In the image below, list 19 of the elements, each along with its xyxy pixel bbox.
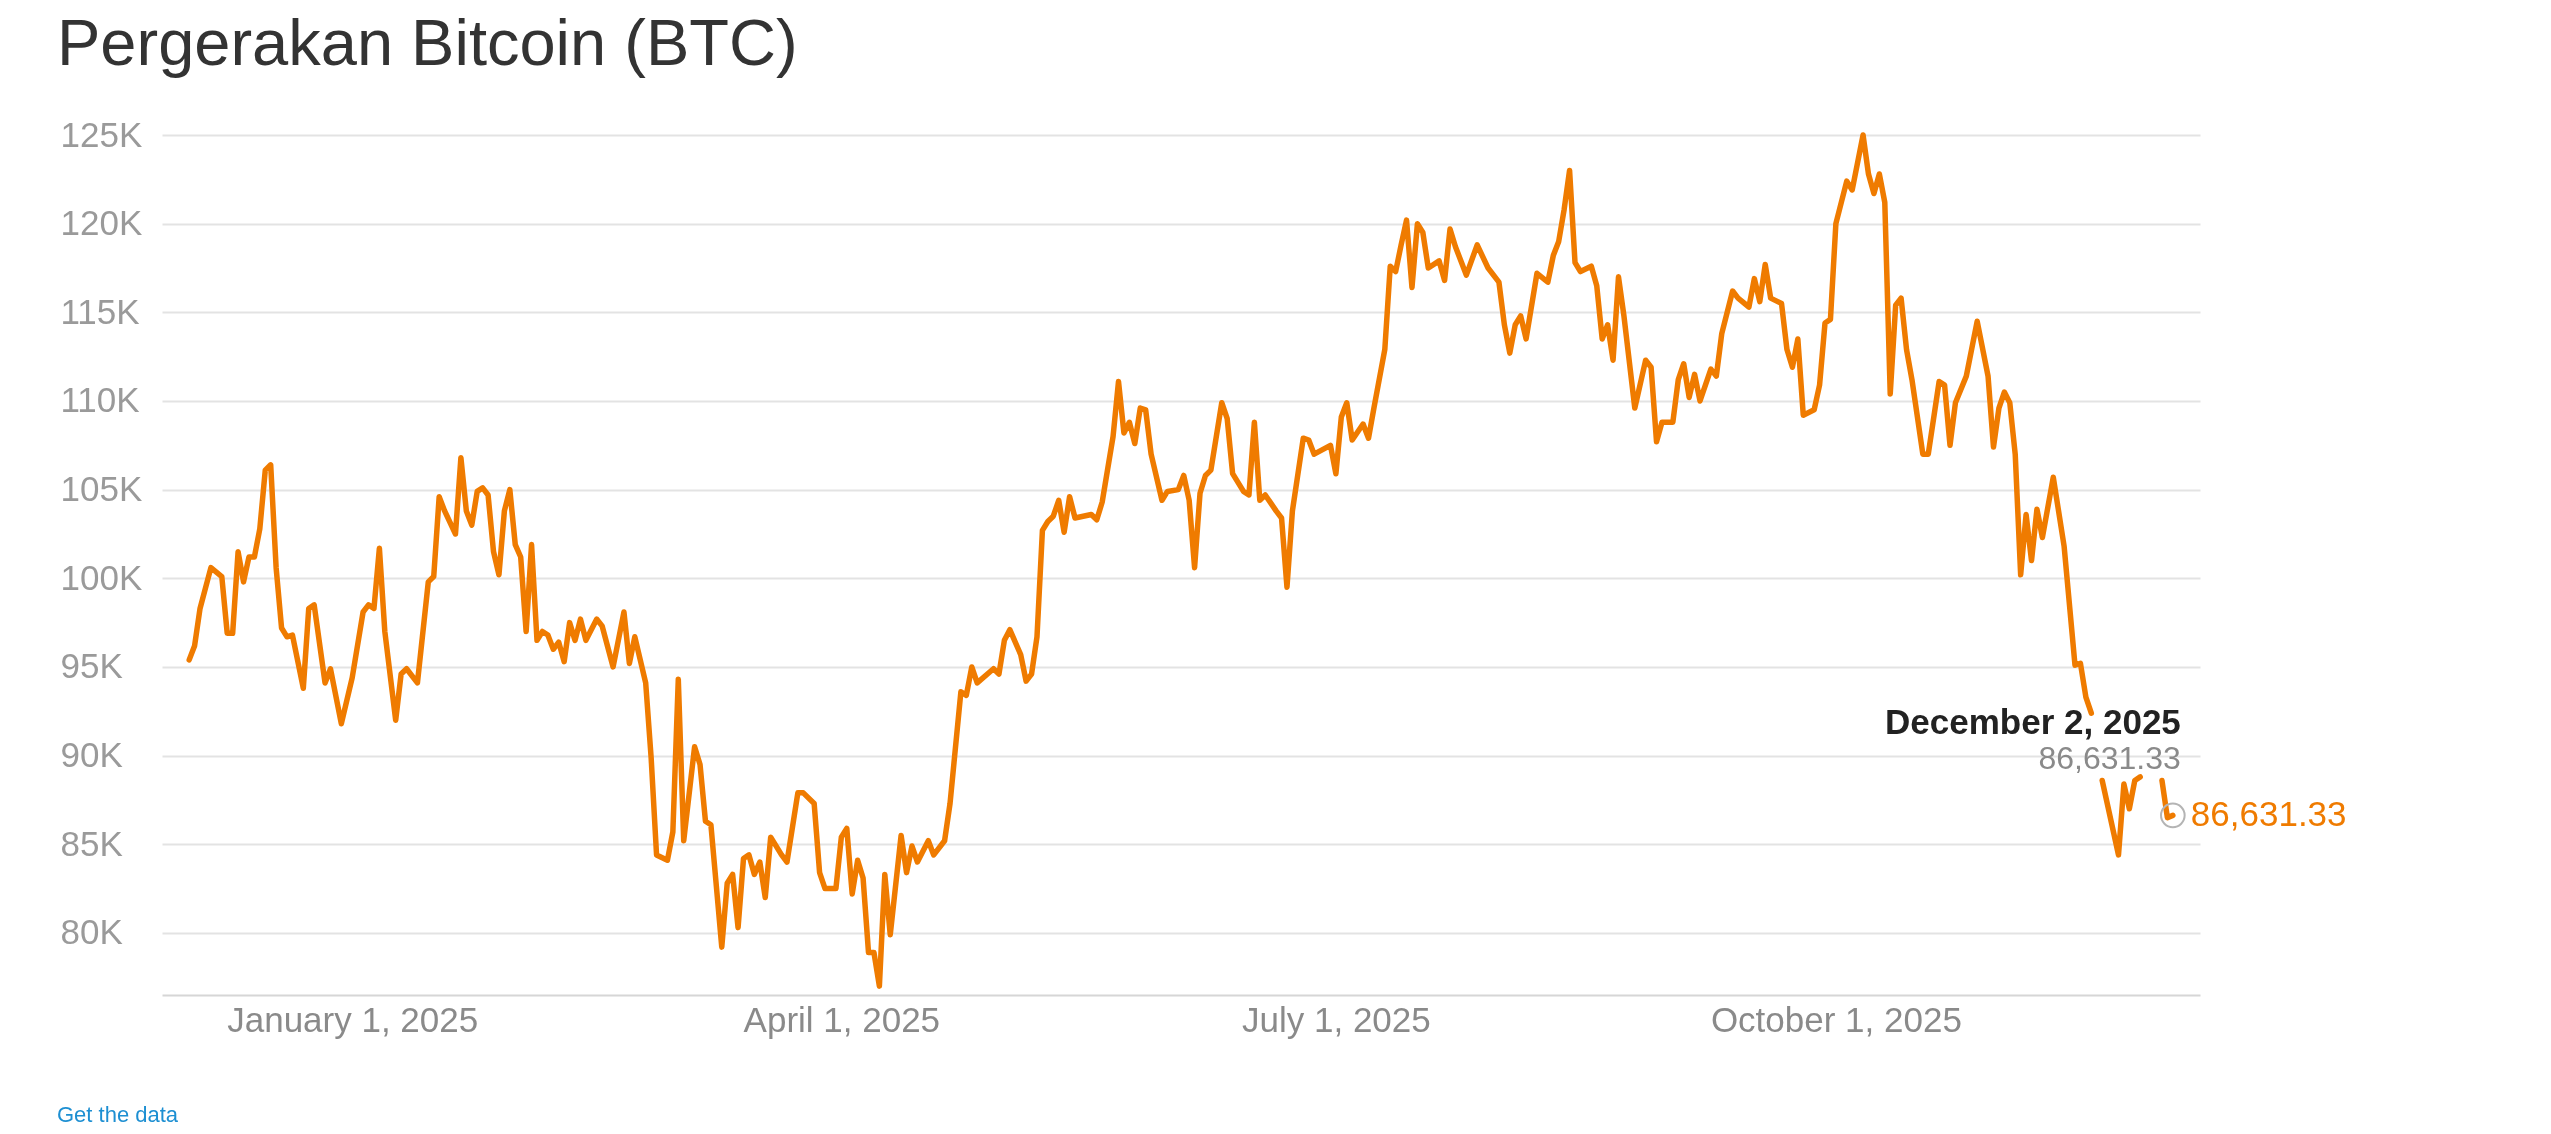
chart-title: Pergerakan Bitcoin (BTC) [57, 6, 798, 79]
annotation: December 2, 2025 [1885, 702, 2181, 742]
annotation: 86,631.33 [2038, 740, 2181, 777]
y-tick-label: 95K [60, 646, 123, 686]
y-tick-label: 90K [60, 735, 123, 775]
y-tick-label: 85K [60, 823, 123, 863]
y-tick-label: 115K [60, 291, 140, 331]
y-tick-label: 110K [60, 380, 140, 420]
x-tick-label: January 1, 2025 [227, 999, 479, 1039]
y-tick-label: 100K [60, 557, 143, 597]
data-label: 86,631.33 [2190, 794, 2347, 834]
x-tick-label: July 1, 2025 [1242, 999, 1431, 1039]
y-tick-label: 80K [60, 912, 123, 952]
text: Get the data [57, 1102, 179, 1127]
y-tick-label: 120K [60, 203, 143, 243]
y-tick-label: 125K [60, 114, 143, 154]
x-tick-label: April 1, 2025 [743, 999, 941, 1039]
y-tick-label: 105K [60, 469, 143, 509]
x-tick-label: October 1, 2025 [1710, 999, 1962, 1039]
